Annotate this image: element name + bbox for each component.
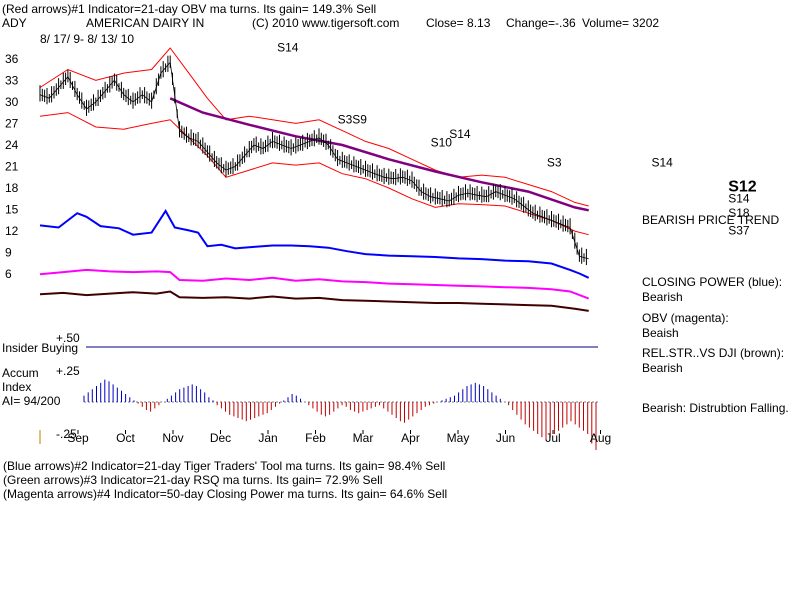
y-tick-label: 12 (5, 224, 19, 238)
y-tick-label: 9 (5, 246, 12, 260)
x-tick-label: Aug (590, 431, 611, 445)
accum-index-label: Accum Index AI= 94/200 (2, 366, 61, 408)
change-value: Change=-.36 (506, 16, 576, 30)
y-tick-label: 24 (5, 138, 19, 152)
close-value: Close= 8.13 (426, 16, 491, 30)
price-line (39, 61, 589, 260)
lower-band (39, 112, 589, 236)
x-tick-label: Apr (401, 431, 420, 445)
trend-label: BEARISH PRICE TREND (642, 213, 780, 227)
y-tick-label: 27 (5, 116, 19, 130)
moving-average-line (169, 97, 589, 212)
date-range: 8/ 17/ 9- 8/ 13/ 10 (40, 32, 135, 46)
insider-label: Insider Buying (2, 341, 79, 355)
obv-line (39, 268, 590, 300)
grid-layer (39, 346, 598, 444)
x-tick-label: Jun (496, 431, 515, 445)
signal-label: S12 (728, 179, 757, 196)
x-tick-label: Dec (210, 431, 231, 445)
volume-value: Volume= 3202 (582, 16, 660, 30)
minus25-label: -.25 (56, 427, 77, 441)
obv-label: OBV (magenta): Beaish (642, 311, 729, 340)
closing-power-line (39, 209, 590, 279)
x-tick-label: Sep (67, 431, 89, 445)
relstr-line (39, 290, 589, 312)
x-tick-label: Mar (353, 431, 374, 445)
price-bars (39, 55, 589, 266)
signal-label: S37 (728, 224, 750, 238)
ticker: ADY (2, 16, 27, 30)
relstr-line (39, 290, 589, 312)
plus25-label: +.25 (56, 364, 80, 378)
y-tick-label: 30 (5, 95, 19, 109)
x-tick-label: Jul (545, 431, 560, 445)
signal-label: S3 (547, 156, 562, 170)
accum-label: Bearish: Distrubtion Falling. (642, 401, 789, 415)
signal-label: S14 (449, 127, 471, 141)
closing-power-line (39, 209, 590, 279)
x-tick-label: May (447, 431, 470, 445)
company-name: AMERICAN DAIRY IN (86, 16, 205, 30)
signal-label: S14 (652, 156, 674, 170)
footer-line3: (Green arrows)#3 Indicator=21-day RSQ ma… (3, 473, 383, 487)
axis-labels: 36 33 30 27 24 21 18 15 12 9 6 Sep Oct Nov Dec Jan Feb Ma… (5, 52, 611, 445)
y-tick-label: 36 (5, 52, 19, 66)
y-tick-label: 33 (5, 73, 19, 87)
obv-line (39, 268, 590, 300)
copyright: (C) 2010 www.tigersoft.com (252, 16, 400, 30)
x-tick-label: Oct (116, 431, 135, 445)
y-tick-label: 21 (5, 160, 19, 174)
accum-index-bars (83, 379, 597, 450)
y-tick-label: 18 (5, 181, 19, 195)
bollinger-bands (39, 47, 589, 236)
signal-label: S14 (277, 41, 299, 55)
x-tick-label: Feb (305, 431, 326, 445)
signal-label: S18 (728, 206, 750, 220)
ma-line (169, 97, 589, 212)
relstr-label: REL.STR..VS DJI (brown): Bearish (642, 346, 785, 375)
x-tick-label: Jan (258, 431, 277, 445)
footer-line4: (Magenta arrows)#4 Indicator=50-day Clos… (3, 487, 448, 501)
plus50-label: +.50 (56, 331, 80, 345)
closing-power-label: CLOSING POWER (blue): Bearish (642, 275, 783, 304)
header-line1: (Red arrows)#1 Indicator=21-day OBV ma t… (2, 2, 377, 16)
footer-line2: (Blue arrows)#2 Indicator=21-day Tiger T… (3, 459, 446, 473)
signal-label: S14 (728, 191, 750, 205)
x-tick-label: Nov (162, 431, 183, 445)
y-tick-label: 15 (5, 203, 19, 217)
upper-band (39, 47, 589, 207)
y-tick-label: 6 (5, 267, 12, 281)
signal-label: S10 (431, 135, 453, 149)
signal-label: S3S9 (338, 112, 368, 126)
